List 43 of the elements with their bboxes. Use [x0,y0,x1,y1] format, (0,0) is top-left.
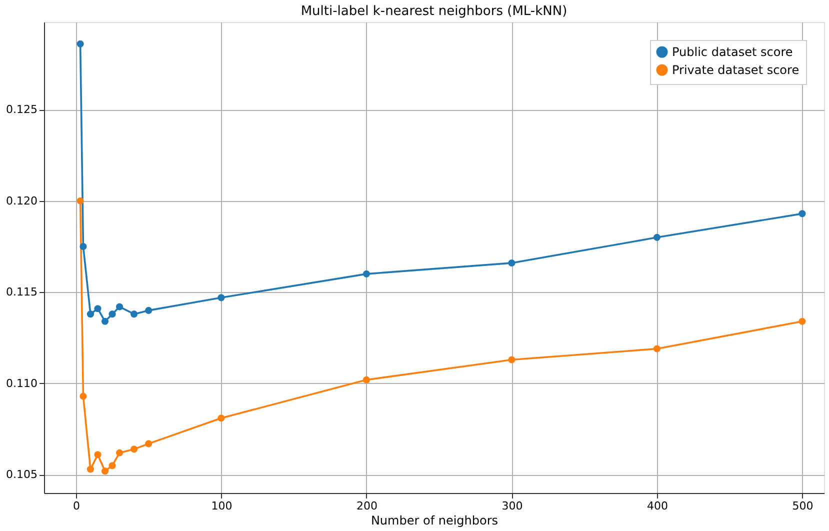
point [76,197,84,204]
point [362,376,370,384]
x-tick-label: 0 [72,500,80,512]
legend-label: Public dataset score [672,45,793,59]
point [108,310,116,318]
point [798,318,806,325]
legend-label: Private dataset score [672,63,800,77]
x-tick-label: 200 [356,500,378,512]
point [145,306,152,314]
point [508,356,516,364]
point [116,449,124,456]
point [130,446,138,453]
y-tick-label: 0.110 [6,376,38,390]
x-tick-label: 400 [646,500,668,512]
point [653,234,660,241]
x-axis-title: Number of neighbors [370,514,498,528]
point [145,440,152,448]
x-tick-label: 100 [211,500,232,512]
point [94,451,102,458]
point [362,270,370,278]
point [76,40,84,48]
y-tick-label: 0.105 [6,468,38,482]
point [94,305,102,312]
y-tick-label: 0.115 [6,286,38,299]
point [116,303,124,310]
point [218,414,225,422]
point [108,462,116,470]
point [218,294,225,302]
point [80,243,87,250]
x-tick-label: 500 [792,500,814,512]
x-tick-label: 300 [502,500,523,512]
y-tick-label: 0.125 [6,103,38,116]
point [101,318,109,325]
point [86,466,94,473]
chart-title: Multi-label k-nearest neighbors (ML-kNN) [300,4,568,19]
point [798,210,806,218]
point [130,310,138,318]
point [653,345,660,352]
point [86,310,94,318]
point [508,259,516,267]
point [101,468,109,475]
y-tick-label: 0.120 [6,194,38,208]
point [80,392,87,400]
